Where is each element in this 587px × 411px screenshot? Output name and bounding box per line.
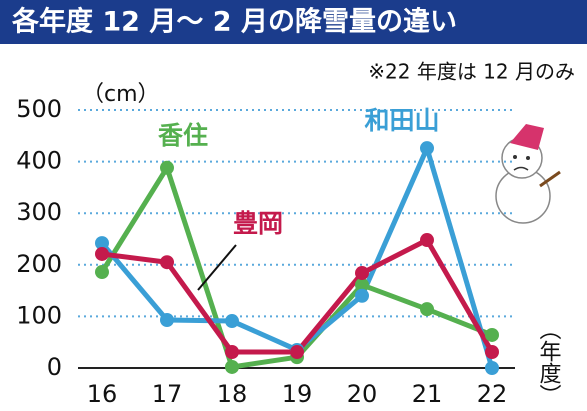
data-point [225,345,239,360]
data-point [225,359,239,374]
y-axis-label: （cm） [82,82,160,107]
x-tick-label: 22 [477,380,508,408]
x-tick-label: 18 [217,380,248,408]
x-tick-label: 16 [87,380,118,408]
data-point [355,277,369,292]
note: ※22 年度は 12 月のみ [368,60,575,84]
series-label: 和田山 [364,106,439,135]
title-bar [0,0,587,44]
data-point [160,160,174,175]
y-tick-label: 300 [16,198,62,226]
data-point [355,266,369,281]
data-point [95,236,109,251]
data-point [485,361,499,375]
x-tick-label: 20 [347,380,378,408]
series-label: 香住 [158,121,208,150]
data-point [485,327,499,342]
y-tick-label: 400 [16,147,62,175]
y-tick-label: 100 [16,301,62,329]
data-point [95,265,109,280]
label-pointer [197,244,237,291]
data-point [420,302,434,317]
data-point [290,345,304,360]
data-point [160,313,174,328]
data-point [225,314,239,329]
x-tick-label: 17 [152,380,183,408]
data-point [355,288,369,303]
series-label: 豊岡 [233,209,283,238]
data-point [95,246,109,261]
y-tick-label: 200 [16,250,62,278]
data-point [420,141,434,156]
data-point [485,345,499,360]
data-point [420,233,434,248]
snowman [495,124,561,224]
x-tick-label: 19 [282,380,313,408]
chart-title: 各年度 12 月～ 2 月の降雪量の違い [11,6,457,38]
data-point [160,255,174,270]
x-tick-label: 21 [412,380,443,408]
x-axis-label: （年度） [536,318,562,406]
y-tick-label: 500 [16,95,62,123]
y-tick-label: 0 [47,353,62,381]
